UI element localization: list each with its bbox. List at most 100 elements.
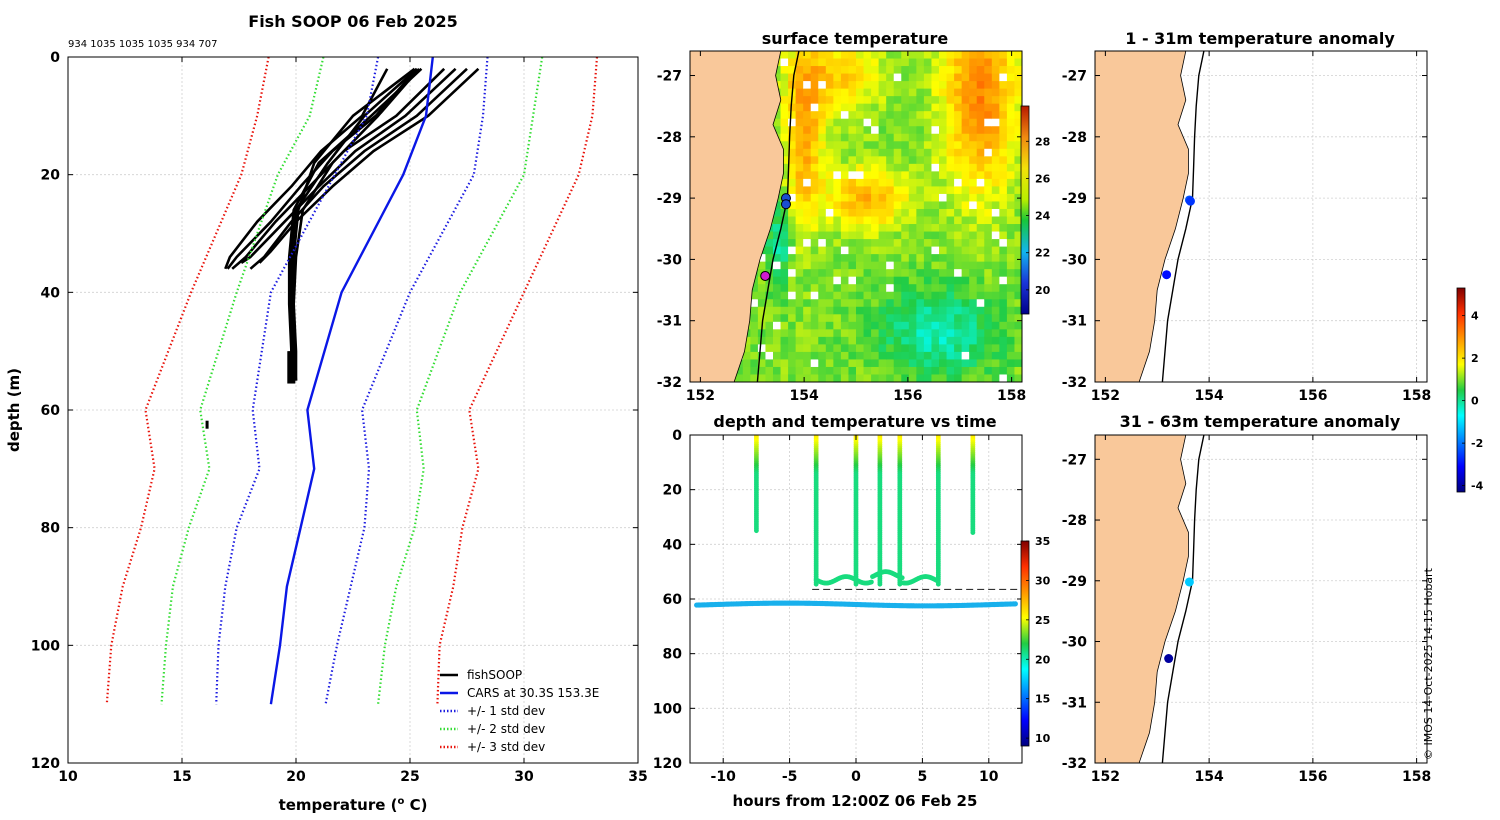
- sst-cell: [946, 216, 955, 225]
- sst-cell: [923, 299, 933, 308]
- sst-cell: [803, 239, 812, 248]
- sst-cell: [1006, 141, 1016, 150]
- sst-cell: [840, 208, 850, 218]
- sst-cell: [757, 366, 767, 376]
- sst-cell: [969, 133, 978, 142]
- sst-cell: [916, 118, 925, 127]
- sst-cell: [765, 246, 774, 255]
- sst-cell: [825, 171, 834, 180]
- sst-cell: [833, 366, 842, 376]
- sst-cell: [871, 291, 880, 300]
- sst-cell: [856, 171, 865, 180]
- cast-point: [754, 528, 759, 534]
- sst-cell: [893, 374, 902, 382]
- sst-cell: [871, 156, 880, 165]
- sst-cell: [923, 81, 933, 90]
- sst-cell: [833, 96, 842, 105]
- sst-cell: [946, 163, 955, 172]
- sst-cell: [916, 299, 925, 308]
- sst-cell: [833, 231, 842, 240]
- sst-cell: [901, 156, 910, 165]
- sst-cell: [871, 321, 880, 330]
- sst-cell: [863, 51, 872, 60]
- sst-cell: [999, 133, 1008, 142]
- sst-cell: [833, 163, 842, 172]
- anomaly-plot-area: [1095, 435, 1205, 763]
- sst-cell: [803, 306, 812, 315]
- sst-cell: [780, 103, 789, 112]
- sst-cell: [878, 269, 887, 278]
- sst-cell: [810, 291, 819, 300]
- sst-cell: [773, 344, 782, 353]
- sst-cell: [795, 321, 804, 330]
- sst-cell: [923, 291, 933, 300]
- sst-cell: [757, 299, 767, 308]
- sst-cell: [750, 321, 759, 330]
- sst-cell: [991, 366, 1000, 376]
- sst-cell: [901, 66, 910, 75]
- sst-cell: [931, 276, 940, 285]
- sst-cell: [795, 96, 804, 105]
- sst-cell: [976, 73, 985, 82]
- sst-cell: [916, 171, 925, 180]
- sst-cell: [878, 103, 887, 112]
- sst-cell: [795, 118, 804, 127]
- sst-cell: [939, 254, 948, 263]
- y-tick-label: 80: [663, 647, 683, 663]
- sst-cell: [984, 306, 993, 315]
- sst-cell: [810, 374, 819, 382]
- sst-cell: [976, 193, 985, 203]
- sst-cell: [908, 163, 917, 172]
- sst-cell: [923, 171, 933, 180]
- sst-cell: [818, 186, 827, 195]
- sst-cell: [878, 208, 887, 218]
- sst-cell: [939, 126, 948, 135]
- sst-cell: [1014, 156, 1022, 165]
- sst-cell: [976, 231, 985, 240]
- x-tick-label: 35: [628, 769, 647, 785]
- sst-cell: [999, 118, 1008, 127]
- sst-cell: [878, 306, 887, 315]
- sst-cell: [878, 254, 887, 263]
- sst-cell: [976, 58, 985, 67]
- sst-cell: [825, 148, 834, 157]
- sst-cell: [833, 374, 842, 382]
- sst-cell: [969, 254, 978, 263]
- sst-cell: [818, 261, 827, 270]
- sst-cell: [976, 284, 985, 293]
- sst-cell: [1014, 359, 1022, 368]
- sst-cell: [946, 269, 955, 278]
- sst-cell: [1014, 276, 1022, 285]
- sst-cell: [788, 284, 797, 293]
- sst-cell: [916, 208, 925, 218]
- sst-cell: [788, 276, 797, 285]
- sst-cell: [871, 58, 880, 67]
- sst-cell: [886, 269, 895, 278]
- sst-cell: [984, 261, 993, 270]
- sst-cell: [780, 224, 789, 233]
- cast-marker: [760, 270, 771, 281]
- y-tick-label: -28: [657, 130, 682, 146]
- sst-cell: [893, 141, 902, 150]
- sst-cell: [908, 66, 917, 75]
- sst-cell: [856, 336, 865, 345]
- sst-cell: [810, 276, 819, 285]
- sst-cell: [818, 321, 827, 330]
- sst-cell: [961, 224, 970, 233]
- sst-cell: [923, 141, 933, 150]
- sst-cell: [863, 366, 872, 376]
- sst-cell: [908, 201, 917, 210]
- sst-cell: [795, 359, 804, 368]
- sst-cell: [931, 81, 940, 90]
- sst-cell: [969, 163, 978, 172]
- y-tick-label: -31: [1062, 695, 1087, 711]
- sst-cell: [765, 284, 774, 293]
- sst-cell: [757, 284, 767, 293]
- sst-cell: [991, 156, 1000, 165]
- sst-cell: [780, 141, 789, 150]
- sst-cell: [961, 359, 970, 368]
- sst-cell: [946, 141, 955, 150]
